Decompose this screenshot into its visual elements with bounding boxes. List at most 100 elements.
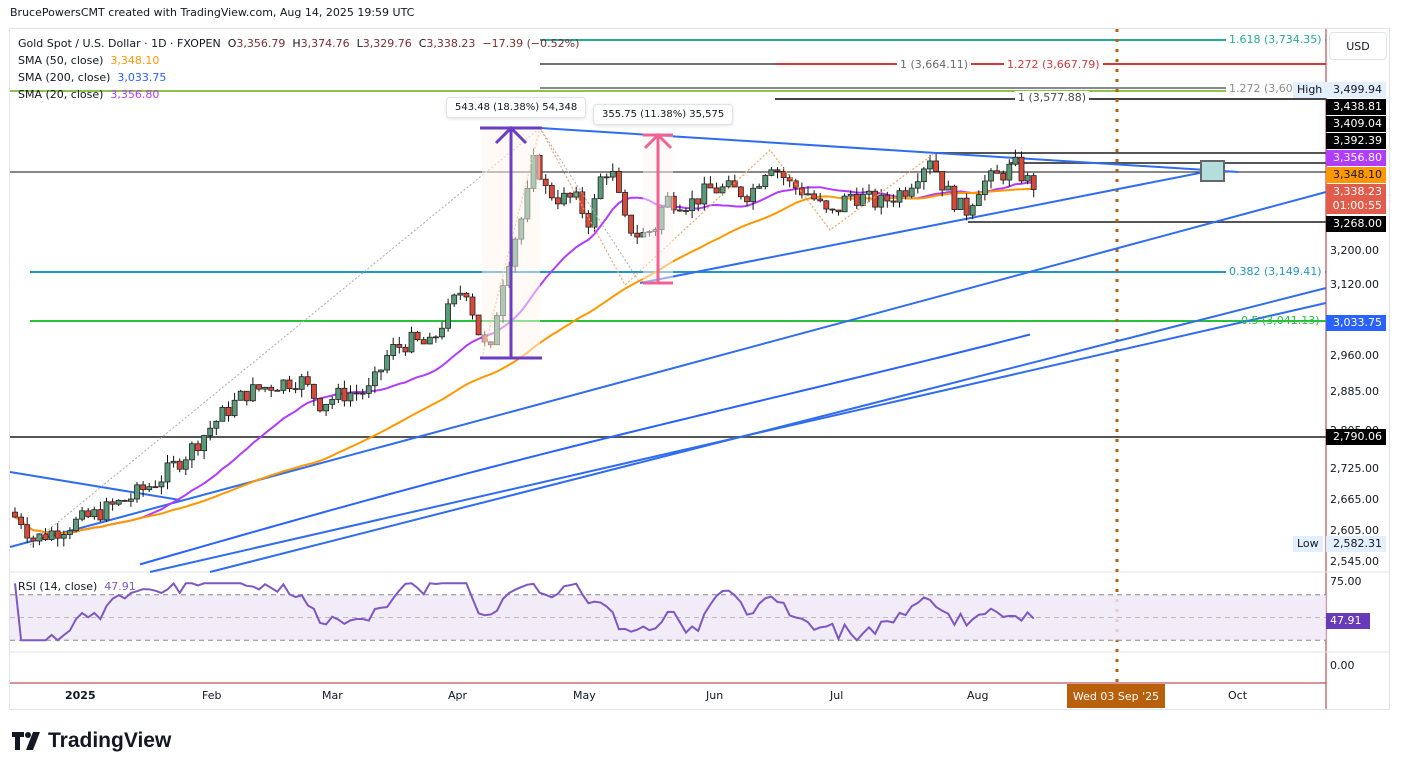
candle xyxy=(811,193,817,200)
candle xyxy=(951,185,958,210)
triangle-apex-box[interactable] xyxy=(1200,160,1225,182)
candle xyxy=(365,385,372,394)
rsi-tag: 47.91 xyxy=(1326,613,1370,629)
symbol-row[interactable]: Gold Spot / U.S. Dollar · 1D · FXOPEN O3… xyxy=(18,37,580,50)
candle xyxy=(774,169,781,172)
time-label: Jul xyxy=(830,689,844,702)
candle xyxy=(390,344,397,356)
candle xyxy=(963,197,970,216)
triangle-lower-trendline[interactable] xyxy=(639,167,1226,284)
last-price-tag: 3,338.23 01:00:55 xyxy=(1326,184,1386,214)
level-tag: 3,438.81 xyxy=(1326,99,1386,115)
rsi-tick: 75.00 xyxy=(1330,575,1362,588)
sma50-row[interactable]: SMA (50, close) 3,348.10 xyxy=(18,54,160,67)
candle xyxy=(695,198,702,205)
candle xyxy=(164,462,171,483)
candle xyxy=(12,511,18,518)
candle xyxy=(567,192,573,198)
candle xyxy=(97,509,104,521)
sma50-price-tag: 3,348.10 xyxy=(1326,167,1386,183)
candle xyxy=(908,187,915,197)
candle xyxy=(24,524,31,539)
price-tick: 3,200.00 xyxy=(1330,244,1379,257)
candle xyxy=(622,192,628,216)
candle xyxy=(768,169,775,176)
candle xyxy=(878,194,885,208)
candle xyxy=(1030,175,1037,190)
candle xyxy=(847,193,854,197)
candle xyxy=(420,339,427,345)
fib-1272-red-label: 1.272 (3,667.79) xyxy=(1004,58,1103,71)
sma200-line[interactable] xyxy=(139,333,1031,566)
candle xyxy=(555,197,561,205)
candle xyxy=(439,327,445,338)
fib-1272-grey-label: 1.272 (3,603 xyxy=(1226,82,1298,95)
rsi-line[interactable] xyxy=(14,581,1035,642)
sma200-value: 3,033.75 xyxy=(117,71,167,84)
candle xyxy=(371,371,378,387)
brand-name: TradingView xyxy=(48,729,172,752)
symbol-name: Gold Spot / U.S. Dollar · 1D · FXOPEN xyxy=(18,37,221,50)
candle xyxy=(140,484,147,491)
time-label: Mar xyxy=(322,689,343,702)
chart-legend: Gold Spot / U.S. Dollar · 1D · FXOPEN O3… xyxy=(18,35,579,103)
candle xyxy=(902,190,909,197)
candle xyxy=(1000,172,1007,181)
candle xyxy=(603,176,610,179)
fib-1-label-a: 1 (3,664.11) xyxy=(897,58,972,71)
candle xyxy=(115,499,122,505)
low-value: 3,329.76 xyxy=(362,37,412,50)
candle xyxy=(689,198,695,211)
sma200-row[interactable]: SMA (200, close) 3,033.75 xyxy=(18,71,167,84)
open-value: 3,356.79 xyxy=(236,37,286,50)
tradingview-logo[interactable]: TradingView xyxy=(12,729,171,753)
candle xyxy=(982,180,988,195)
candle xyxy=(353,392,360,395)
currency-button[interactable]: USD xyxy=(1329,32,1387,60)
candle xyxy=(432,336,439,339)
candle xyxy=(988,170,994,182)
candle xyxy=(969,205,976,216)
time-axis[interactable]: 2025 Feb Mar Apr May Jun Jul Aug Oct xyxy=(10,683,1326,709)
candle xyxy=(30,537,37,542)
candle xyxy=(457,292,464,296)
candle xyxy=(866,190,872,195)
candle xyxy=(548,185,555,199)
early-downtrend-line[interactable] xyxy=(9,471,181,501)
candle xyxy=(780,170,787,179)
candle xyxy=(744,196,750,203)
sma20-row[interactable]: SMA (20, close) 3,356.80 xyxy=(18,88,160,101)
channel-trendline-3[interactable] xyxy=(209,287,1327,573)
price-tick: 2,665.00 xyxy=(1330,493,1379,506)
candle xyxy=(634,232,641,238)
rsi-legend[interactable]: RSI (14, close) 47.91 xyxy=(18,580,136,593)
tradingview-logo-icon xyxy=(12,732,40,750)
candle xyxy=(402,346,409,353)
candle xyxy=(127,498,134,502)
candle xyxy=(725,180,732,188)
candle xyxy=(957,197,964,210)
candle xyxy=(317,397,323,412)
candle xyxy=(207,427,214,436)
low-marker-label: Low xyxy=(1293,536,1323,552)
candle xyxy=(1006,163,1013,181)
close-value: 3,338.23 xyxy=(426,37,476,50)
sma50-value: 3,348.10 xyxy=(110,54,160,67)
candle xyxy=(585,213,592,228)
fib-retrace-dotted xyxy=(539,127,641,284)
candle xyxy=(713,187,720,194)
channel-trendline-1[interactable] xyxy=(9,191,1327,548)
candle xyxy=(750,187,756,203)
candle xyxy=(609,170,616,178)
candle xyxy=(451,294,458,305)
price-tick: 2,725.00 xyxy=(1330,462,1379,475)
candle xyxy=(994,170,1000,174)
time-label: Jun xyxy=(706,689,724,702)
fib-1-label-b: 1 (3,577.88) xyxy=(1015,91,1090,104)
fib-1618-label: 1.618 (3,734.35) xyxy=(1226,33,1325,46)
candle xyxy=(817,198,824,202)
measure-label-2[interactable]: 355.75 (11.38%) 35,575 xyxy=(593,104,734,125)
candle xyxy=(91,509,98,518)
measure-label-1[interactable]: 543.48 (18.38%) 54,348 xyxy=(446,97,587,118)
candle xyxy=(213,420,220,429)
